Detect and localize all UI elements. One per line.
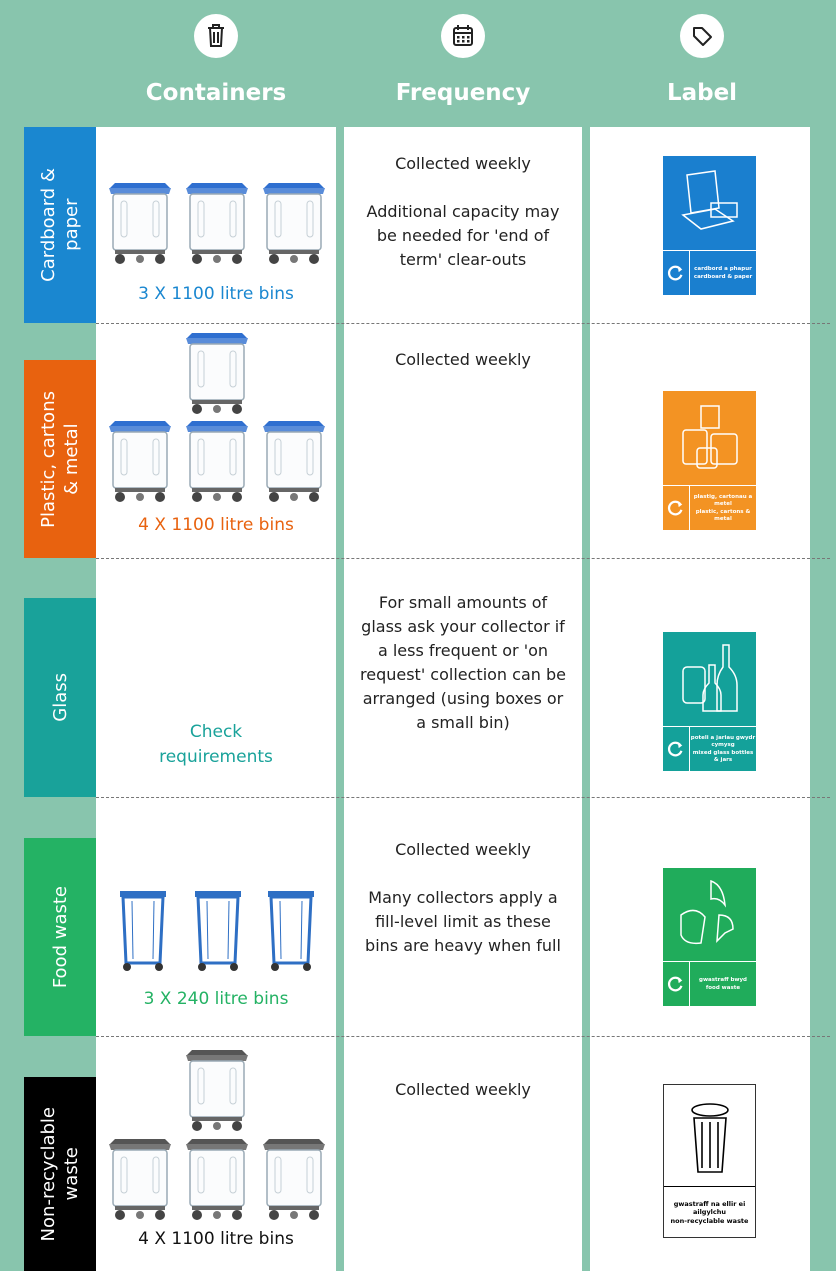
label-text: food waste [705,984,741,991]
category-line: paper [61,198,82,252]
label-text: gwastraff na ellir ei ailgylchu [673,1199,746,1216]
frequency-text: Many collectors apply a fill-level limit… [365,888,561,955]
label-sign: plastig, cartonau a metel plastic, carton… [663,391,756,530]
category-line: Glass [49,673,71,722]
column-header: Containers [145,80,287,106]
label-text: mixed glass bottles & jars [692,749,754,763]
label-text: gwastraff bwyd [699,976,747,983]
containers-text: 3 X 1100 litre bins [138,284,294,304]
label-sign: gwastraff na ellir ei ailgylchu non-recyc… [663,1084,756,1238]
label-sign: cardbord a phapur cardboard & paper [663,156,756,295]
category: Food waste [24,838,96,1036]
frequency-text: Collected weekly [395,154,531,173]
frequency-text: Additional capacity may be needed for 'e… [366,202,560,269]
frequency-column [344,127,582,1271]
frequency-text: Collected weekly [395,840,531,859]
frequency-text: Collected weekly [395,350,531,369]
category-line: Food waste [49,885,71,989]
label-text: cardbord a phapur [694,265,752,272]
label-text: non-recyclable waste [670,1216,749,1225]
category-line: Cardboard & [38,168,59,282]
containers-text: 3 X 240 litre bins [143,989,289,1009]
row-divider [96,797,830,798]
row-divider [96,323,830,324]
frequency: For small amounts of glass ask your coll… [360,591,566,759]
category-line: & metal [61,423,82,495]
frequency-icon [441,14,485,58]
frequency-text: For small amounts of glass ask your coll… [360,593,566,732]
label-sign: poteli a jariau gwydr cymysg mixed glass … [663,632,756,771]
row-divider [96,1036,830,1037]
category: Glass [24,598,96,797]
frequency-text: Collected weekly [395,1080,531,1099]
label-text: cardboard & paper [693,273,753,280]
frequency: Collected weekly [360,348,566,396]
containers-text: Check requirements [159,722,273,767]
frequency: Collected weekly Many collectors apply a … [360,838,566,982]
label-sign: gwastraff bwyd food waste [663,868,756,1006]
containers-icon [194,14,238,58]
frequency: Collected weekly [360,1078,566,1126]
column-header: Label [666,80,738,106]
containers-text: 4 X 1100 litre bins [138,1229,294,1249]
category-line: Non-recyclable [38,1106,59,1242]
label-icon [680,14,724,58]
label-text: poteli a jariau gwydr cymysg [690,734,756,748]
category: Cardboard & paper [24,127,96,323]
containers-text: 4 X 1100 litre bins [138,515,294,535]
label-text: plastic, cartons & metal [695,508,751,522]
category: Non-recyclable waste [24,1077,96,1271]
category: Plastic, cartons & metal [24,360,96,558]
category-line: Plastic, cartons [38,390,59,528]
column-header: Frequency [395,80,531,106]
row-divider [96,558,830,559]
frequency: Collected weekly Additional capacity may … [360,152,566,296]
category-line: waste [61,1147,82,1201]
label-text: plastig, cartonau a metel [693,493,753,507]
